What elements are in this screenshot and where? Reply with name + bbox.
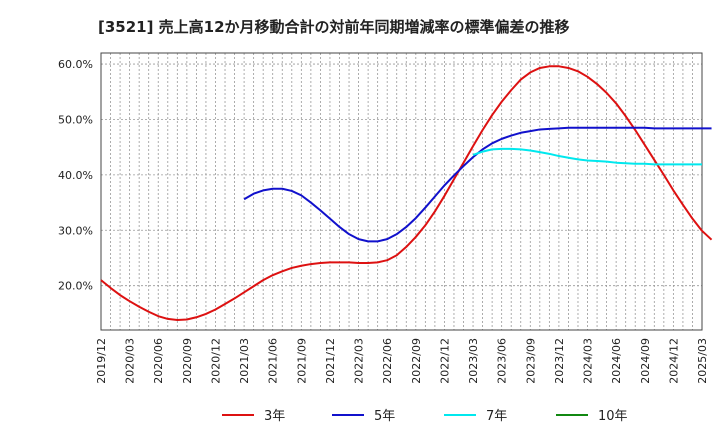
x-tick-label: 2023/12: [553, 338, 566, 384]
x-tick-label: 2024/09: [639, 338, 652, 384]
chart-title: [3521] 売上高12か月移動合計の対前年同期増減率の標準偏差の推移: [98, 18, 570, 36]
x-tick-label: 2024/06: [610, 338, 623, 384]
x-tick-label: 2021/12: [324, 338, 337, 384]
y-tick-label: 20.0%: [58, 280, 93, 293]
legend-label: 10年: [598, 409, 628, 424]
x-tick-label: 2021/09: [295, 338, 308, 384]
x-tick-label: 2019/12: [95, 338, 108, 384]
y-tick-label: 60.0%: [58, 58, 93, 71]
y-tick-label: 30.0%: [58, 224, 93, 237]
grid: [101, 53, 702, 330]
x-tick-label: 2023/03: [467, 338, 480, 384]
x-tick-label: 2022/12: [438, 338, 451, 384]
plot-frame: [100, 52, 703, 331]
x-tick-label: 2020/09: [181, 338, 194, 384]
series-line: [100, 65, 713, 322]
x-tick-label: 2023/06: [496, 338, 509, 384]
y-tick-label: 40.0%: [58, 169, 93, 182]
x-tick-label: 2022/03: [353, 338, 366, 384]
x-tick-label: 2021/06: [267, 338, 280, 384]
legend: 3年 5年 7年 10年: [222, 409, 628, 424]
series-line: [472, 147, 702, 166]
series-line: [243, 126, 712, 243]
x-tick-label: 2025/03: [696, 338, 709, 384]
legend-label: 5年: [374, 409, 395, 424]
x-tick-label: 2021/03: [238, 338, 251, 384]
x-tick-label: 2020/03: [124, 338, 137, 384]
x-tick-label: 2024/03: [582, 338, 595, 384]
legend-label: 3年: [264, 409, 285, 424]
legend-label: 7年: [486, 409, 507, 424]
x-tick-label: 2020/12: [209, 338, 222, 384]
axes: 20.0% 30.0% 40.0% 50.0% 60.0% 2019/12 2020/03 2…: [58, 52, 709, 384]
x-tick-label: 2020/06: [152, 338, 165, 384]
x-tick-label: 2022/06: [381, 338, 394, 384]
x-tick-label: 2022/09: [410, 338, 423, 384]
y-tick-label: 50.0%: [58, 113, 93, 126]
x-tick-label: 2024/12: [667, 338, 680, 384]
series-layer: [100, 65, 713, 322]
x-tick-label: 2023/09: [524, 338, 537, 384]
